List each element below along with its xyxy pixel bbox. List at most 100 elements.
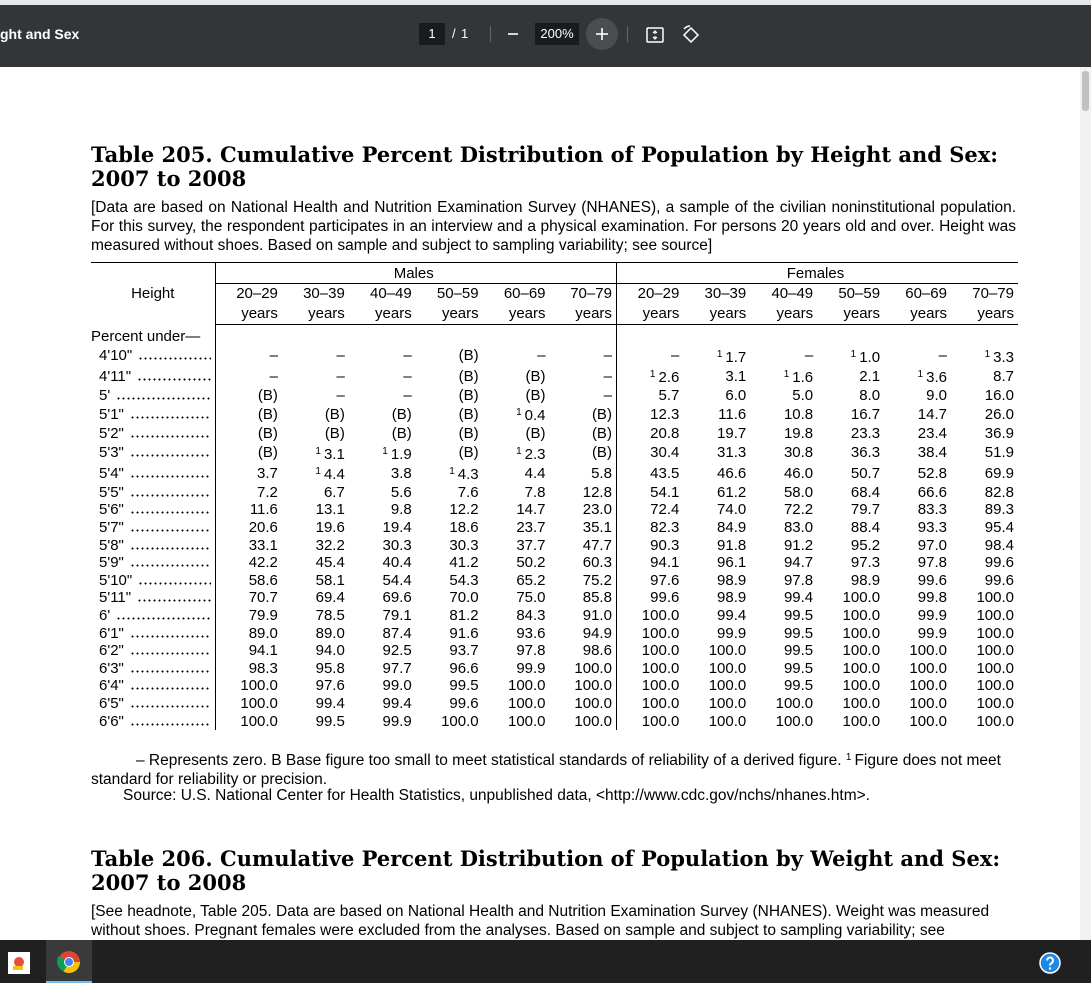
age-header: 20–29 years: [615, 283, 684, 325]
row-header: 5'2": [91, 425, 215, 443]
rotate[interactable]: [680, 24, 702, 46]
cell-value: (B): [458, 367, 479, 385]
table-cell: 100.0: [951, 625, 1018, 643]
zoom-input[interactable]: 200%: [535, 23, 579, 45]
cell-value: 99.4: [315, 694, 345, 712]
leader-dots: [129, 435, 211, 439]
cell-value: –: [336, 347, 345, 365]
cell-value: 3.6: [926, 369, 947, 387]
cell-value: 46.6: [717, 464, 747, 482]
group-header: Females: [615, 262, 1018, 284]
height-label: 5'4": [99, 464, 124, 482]
cell-value: 100.0: [976, 642, 1014, 660]
cell-value: 6.7: [323, 483, 345, 501]
fit-page[interactable]: [645, 25, 665, 45]
cell-value: 23.3: [850, 425, 881, 443]
cell-value: 3.1: [725, 367, 747, 385]
table-cell: (B): [282, 425, 349, 443]
row-header: 5'5": [91, 484, 215, 502]
table-cell: 100.0: [683, 695, 750, 713]
cell-value: (B): [257, 386, 278, 404]
age-header: 50–59 years: [415, 283, 483, 325]
cell-value: 100.0: [441, 712, 479, 730]
cell-value: 19.6: [315, 519, 345, 537]
table-cell: –: [884, 346, 951, 367]
age-range: 50–59: [838, 284, 881, 302]
leader-dots: [129, 454, 211, 458]
age-range: 60–69: [905, 284, 947, 302]
scrollbar[interactable]: [1080, 67, 1091, 940]
table-cell: 81.2: [416, 607, 483, 625]
cell-value: 96.1: [717, 554, 747, 572]
table-cell: 99.6: [416, 695, 483, 713]
table-cell: 50.7: [817, 463, 884, 484]
table-cell: 1 4.3: [416, 463, 483, 484]
table-cell: 23.3: [817, 425, 884, 443]
table-cell: 54.1: [615, 483, 684, 502]
table-cell: 58.0: [750, 484, 817, 502]
cell-value: 52.8: [917, 464, 947, 482]
row-header: 4'11": [91, 366, 215, 387]
page-input[interactable]: 1: [419, 23, 445, 45]
table-cell: 16.0: [951, 387, 1018, 405]
cell-value: 5.6: [390, 483, 412, 501]
table-cell: 99.9: [349, 713, 416, 731]
help-icon[interactable]: [1039, 952, 1061, 974]
table-cell: 19.4: [349, 519, 416, 537]
cell-value: 93.3: [917, 519, 947, 537]
zoom-out[interactable]: [505, 26, 521, 42]
cell-value: 99.9: [516, 659, 546, 677]
table-cell: 36.3: [817, 443, 884, 464]
cell-value: 91.0: [582, 607, 612, 624]
cell-value: 99.4: [783, 589, 814, 607]
cell-value: 2.1: [859, 367, 881, 385]
cell-value: 30.3: [449, 536, 479, 554]
cell-value: 94.0: [315, 642, 345, 660]
cell-value: 91.8: [717, 536, 747, 554]
row-header-content: 6'4": [91, 677, 215, 695]
footnote-mark: 1: [449, 466, 455, 478]
app-icon[interactable]: [8, 952, 30, 974]
row-header-content: 5'3": [91, 444, 215, 462]
table-cell: (B): [483, 387, 550, 405]
table-cell: 11.6: [683, 404, 750, 425]
age-range: 30–39: [704, 284, 747, 302]
age-header: 30–39 years: [683, 283, 751, 325]
table-cell: 31.3: [683, 443, 750, 464]
cell-value: 13.1: [315, 501, 345, 519]
table-cell: 99.6: [615, 589, 684, 607]
height-label: 5'1": [99, 405, 124, 423]
table-title: Table 206. Cumulative Percent Distributi…: [91, 846, 1001, 895]
table-cell: 75.2: [550, 572, 617, 590]
table-cell: 8.7: [951, 366, 1018, 387]
cell-value: 100.0: [842, 659, 881, 677]
cell-value: 100.0: [574, 677, 612, 695]
leader-dots: [116, 617, 211, 620]
cell-value: 97.7: [382, 659, 412, 677]
table-cell: 100.0: [951, 607, 1018, 625]
zoom-in[interactable]: [586, 18, 618, 50]
age-header: 60–69 years: [884, 283, 951, 325]
row-header: 5'1": [91, 404, 215, 425]
cell-value: 19.8: [783, 425, 814, 443]
cell-value: 4.4: [323, 466, 345, 484]
table-cell: (B): [550, 443, 617, 464]
table-cell: 7.8: [483, 484, 550, 502]
table-cell: 100.0: [884, 677, 951, 695]
table-cell: 19.6: [282, 519, 349, 537]
age-unit: years: [308, 304, 345, 322]
row-header: 6'4": [91, 677, 215, 695]
table-cell: 97.7: [349, 660, 416, 678]
cell-value: 99.5: [783, 607, 814, 624]
table-cell: 9.8: [349, 501, 416, 519]
table-cell: 54.3: [416, 572, 483, 590]
cell-value: 99.9: [717, 624, 747, 642]
cell-value: (B): [458, 425, 479, 443]
cell-value: 30.8: [783, 444, 814, 462]
cell-value: 23.0: [582, 501, 612, 519]
cell-value: 94.7: [783, 554, 814, 572]
table-row: 5'2" (B) (B) (B) (B) (B) (B) 20.8 19.7 19.8 23.3 23…: [91, 425, 1018, 443]
chrome-icon[interactable]: [57, 950, 81, 974]
scroll-thumb[interactable]: [1082, 71, 1089, 111]
age-unit: years: [642, 304, 680, 322]
